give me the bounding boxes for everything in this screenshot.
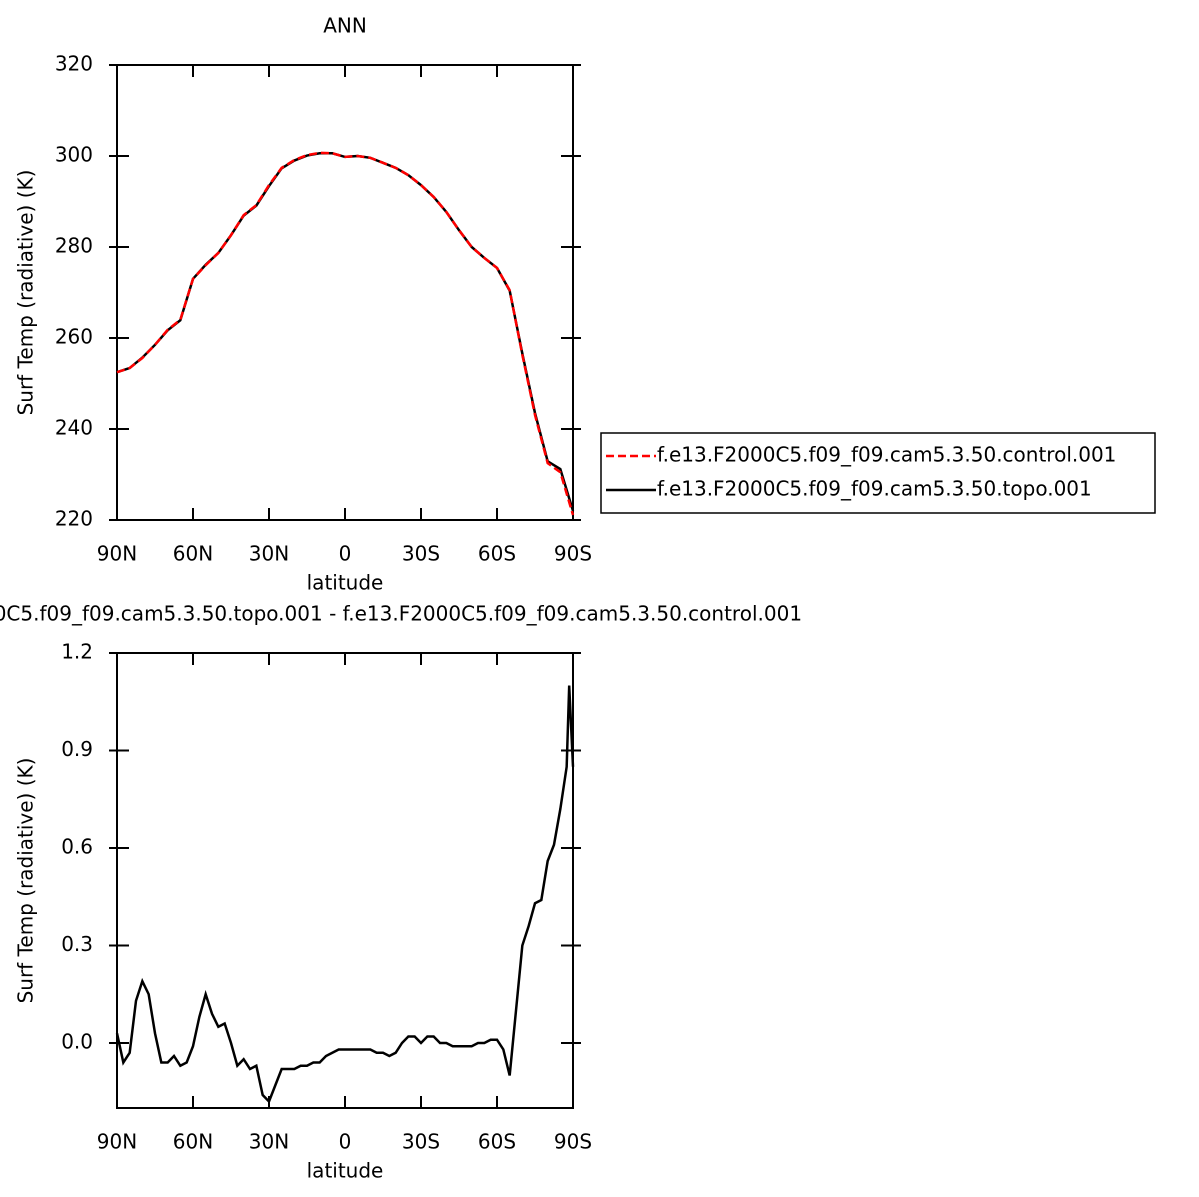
legend-box [600,432,1156,514]
x-tick-label: 60N [173,542,213,566]
x-tick-label: 60S [478,542,516,566]
data-line [116,152,575,512]
legend-label: f.e13.F2000C5.f09_f09.cam5.3.50.topo.001 [657,477,1092,501]
chart-title: ANN [323,14,367,38]
x-axis-label: latitude [307,571,384,595]
x-tick-label: 0 [339,1130,352,1154]
y-tick-label: 300 [55,143,93,167]
legend-label: f.e13.F2000C5.f09_f09.cam5.3.50.control.… [657,443,1116,467]
y-tick-label: 240 [55,416,93,440]
data-line [115,685,575,1104]
y-tick-label: 1.2 [61,640,93,664]
y-tick-label: 280 [55,234,93,258]
y-tick-label: 0.3 [61,932,93,956]
x-tick-label: 90S [554,542,592,566]
x-axis-label: latitude [307,1159,384,1183]
plot-frame [116,652,574,1109]
plot-frame [116,64,574,521]
data-line [116,151,575,516]
y-tick-label: 0.6 [61,835,93,859]
chart-title: f.e13.F2000C5.f09_f09.cam5.3.50.topo.001… [0,602,802,626]
y-tick-label: 220 [55,507,93,531]
y-tick-label: 0.9 [61,737,93,761]
x-tick-label: 90N [97,542,137,566]
y-tick-label: 0.0 [61,1030,93,1054]
x-tick-label: 30N [249,542,289,566]
x-tick-label: 0 [339,542,352,566]
y-tick-label: 320 [55,52,93,76]
y-axis-label: Surf Temp (radiative) (K) [14,170,38,416]
x-tick-label: 90S [554,1130,592,1154]
x-tick-label: 90N [97,1130,137,1154]
x-tick-label: 30N [249,1130,289,1154]
y-tick-label: 260 [55,325,93,349]
x-tick-label: 30S [402,1130,440,1154]
x-tick-label: 60S [478,1130,516,1154]
y-axis-label: Surf Temp (radiative) (K) [14,758,38,1004]
x-tick-label: 30S [402,542,440,566]
x-tick-label: 60N [173,1130,213,1154]
